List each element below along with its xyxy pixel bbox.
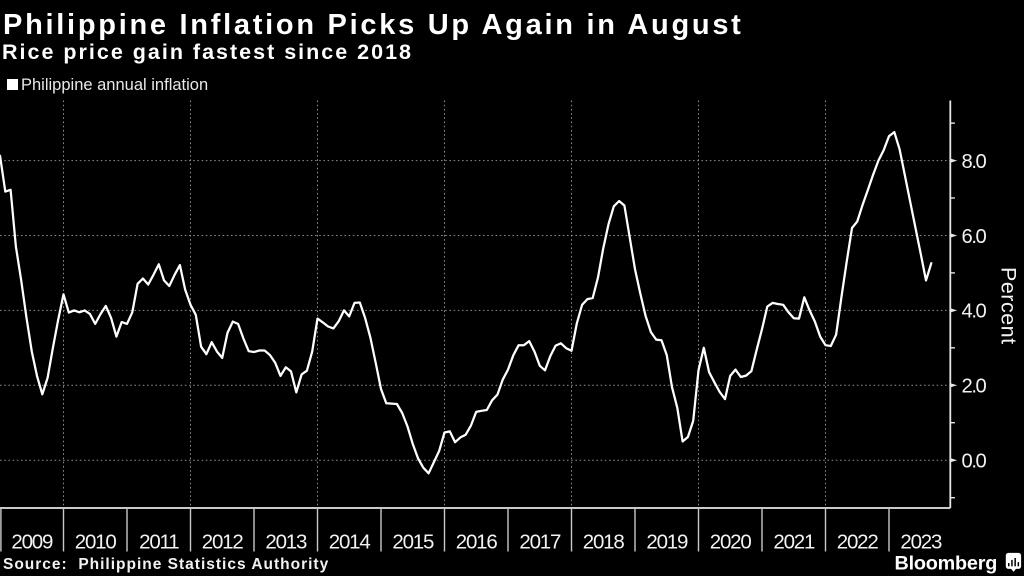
svg-text:2021: 2021 — [773, 531, 815, 554]
svg-text:2009: 2009 — [11, 531, 53, 554]
svg-text:2019: 2019 — [646, 531, 688, 554]
svg-text:Bloomberg: Bloomberg — [895, 552, 998, 574]
svg-text:2010: 2010 — [75, 531, 117, 554]
svg-text:2011: 2011 — [139, 531, 179, 554]
svg-text:2018: 2018 — [583, 531, 625, 554]
svg-text:2022: 2022 — [837, 531, 879, 554]
svg-text:2020: 2020 — [710, 531, 752, 554]
svg-text:2.0: 2.0 — [962, 376, 987, 398]
svg-text:2016: 2016 — [456, 531, 498, 554]
svg-text:2012: 2012 — [202, 531, 244, 554]
svg-text:2015: 2015 — [392, 531, 434, 554]
svg-text:4.0: 4.0 — [962, 301, 987, 323]
svg-text:0.0: 0.0 — [962, 451, 987, 473]
svg-text:Percent: Percent — [997, 267, 1021, 345]
svg-text:2023: 2023 — [900, 531, 942, 554]
svg-text:2013: 2013 — [265, 531, 307, 554]
svg-text:8.0: 8.0 — [962, 151, 987, 173]
svg-text:2014: 2014 — [329, 531, 371, 554]
svg-text:2017: 2017 — [519, 531, 561, 554]
svg-text:6.0: 6.0 — [962, 226, 987, 248]
